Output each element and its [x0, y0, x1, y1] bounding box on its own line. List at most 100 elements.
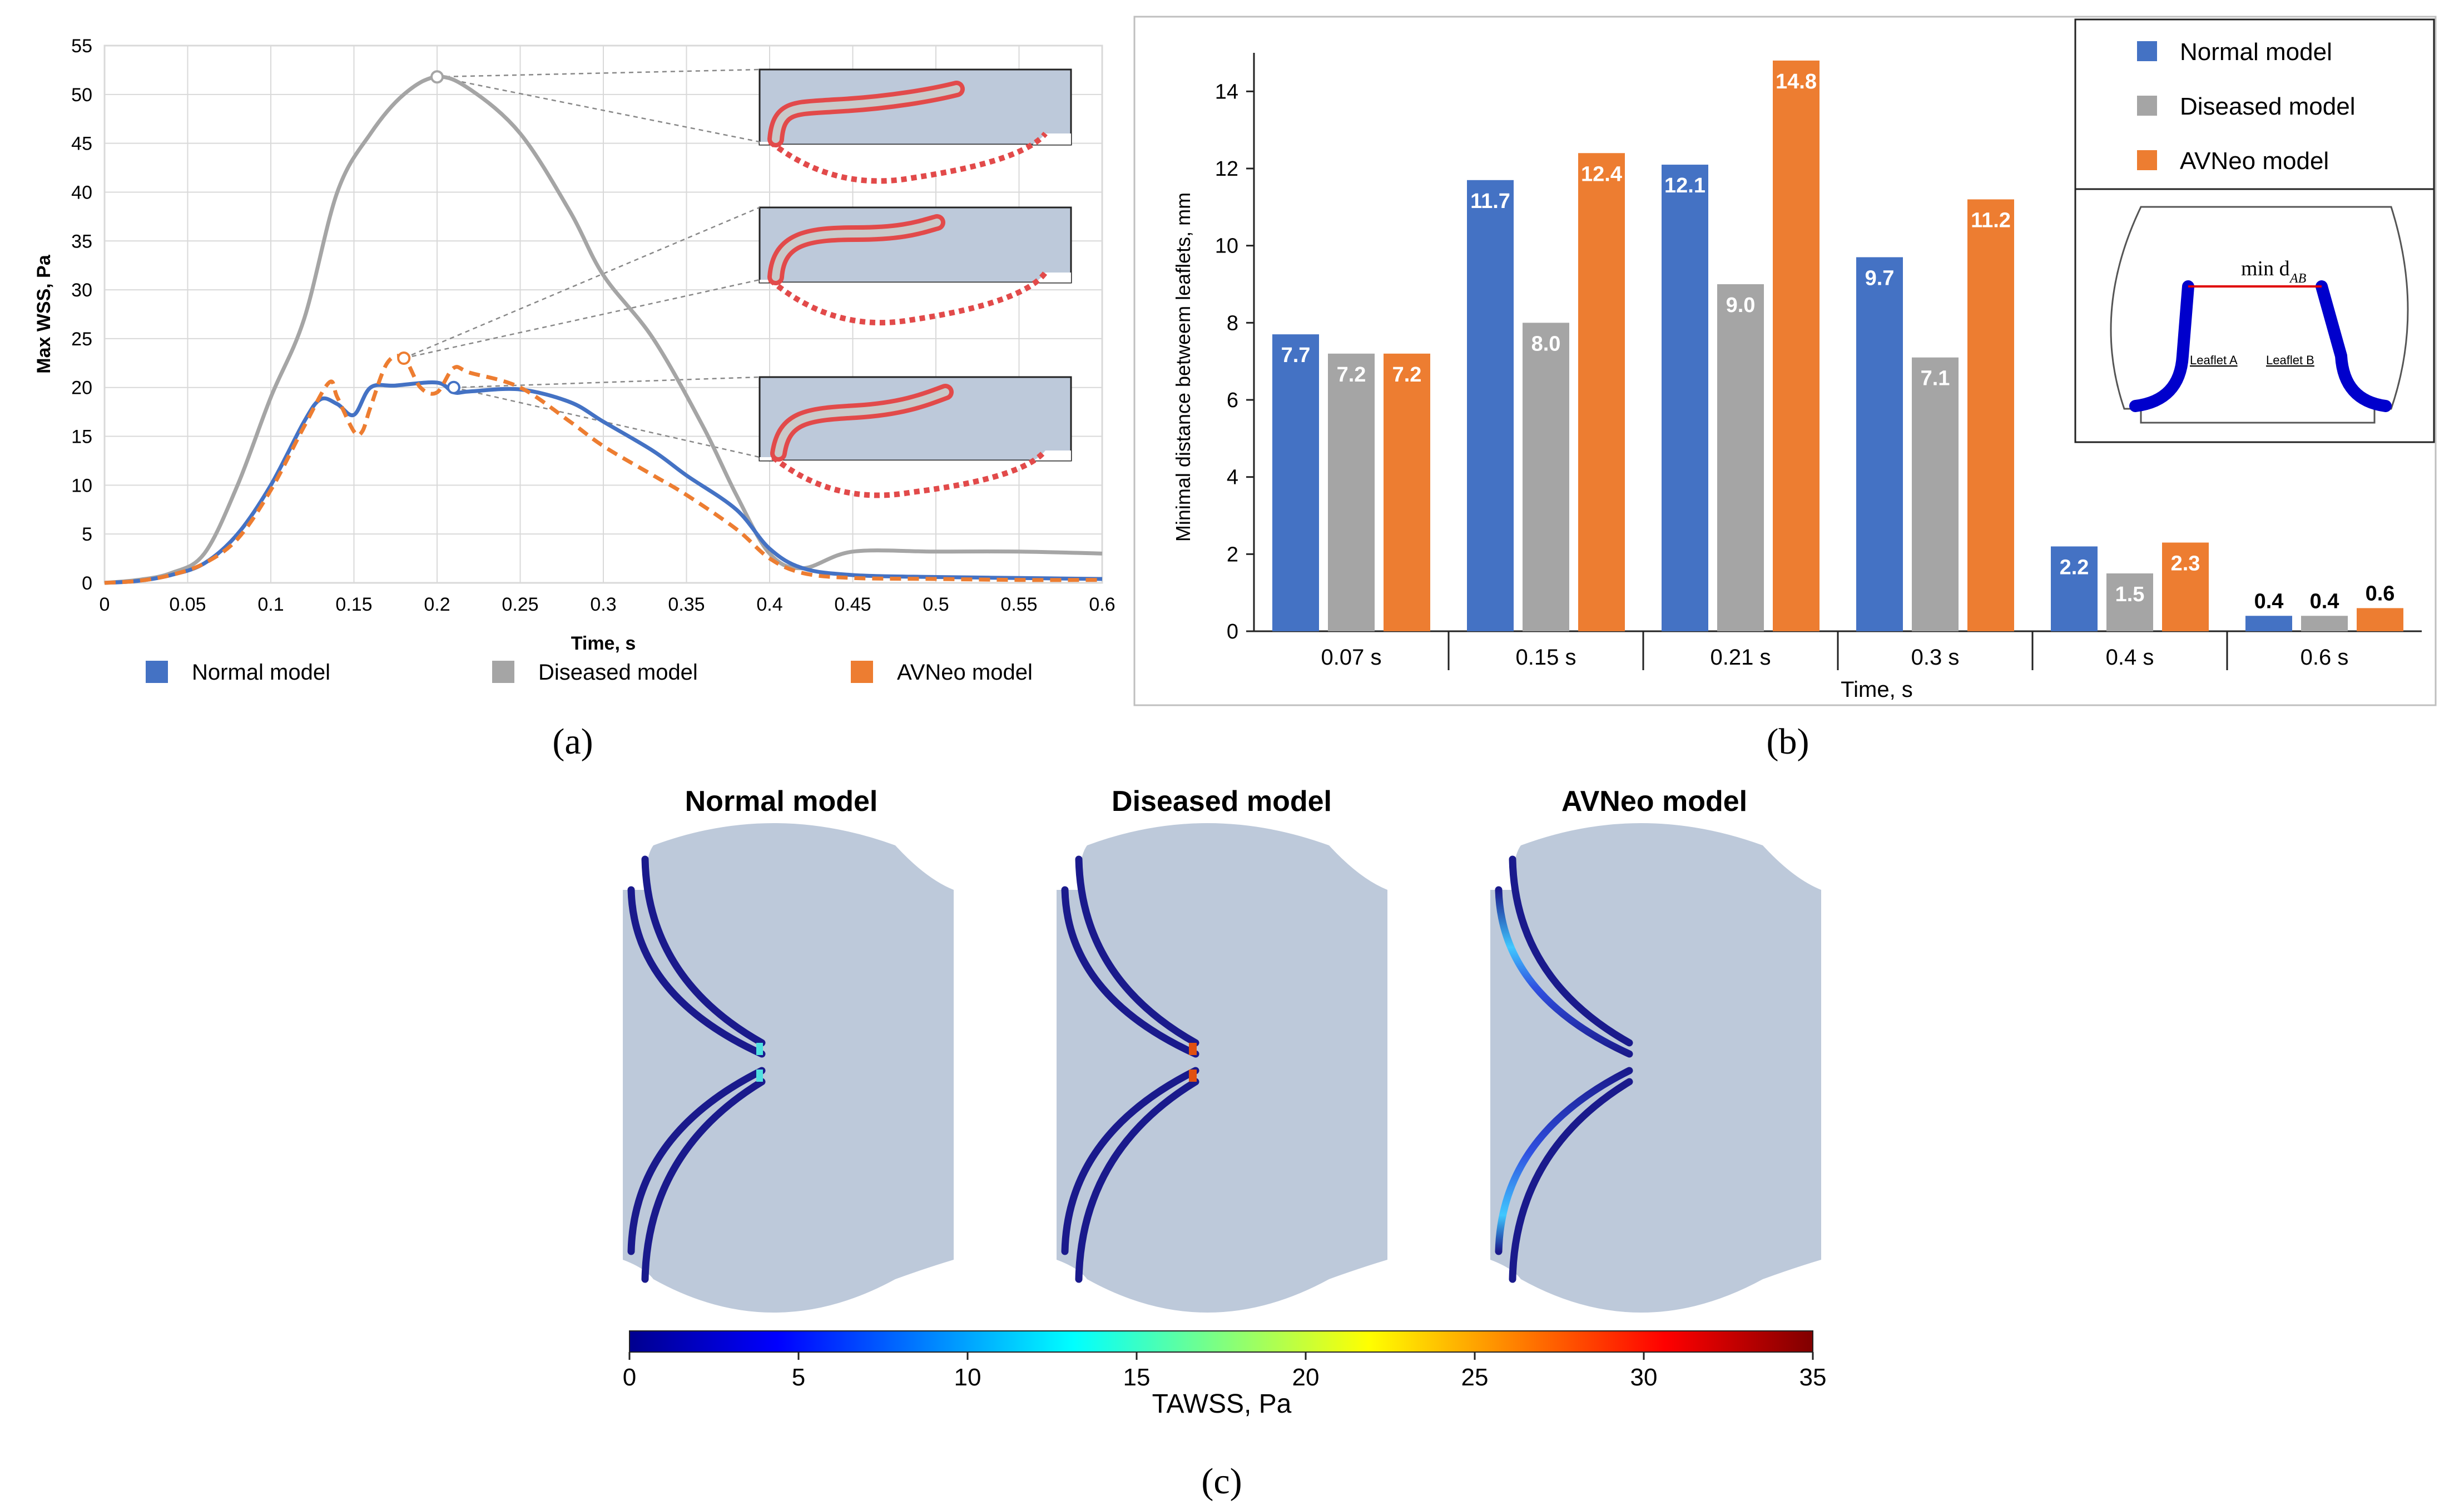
- x-tick-label-a: 0: [100, 594, 110, 615]
- bar-normal: [1662, 165, 1708, 632]
- legend-swatch-avneo: [851, 661, 873, 683]
- bar-avneo: [1578, 153, 1625, 631]
- series-line-diseased: [104, 75, 1103, 585]
- panel-c: Normal model Diseased model AVNeo model: [623, 785, 1827, 1502]
- bar-value-label: 0.6: [2366, 582, 2395, 605]
- x-axis-title-b: Time, s: [1841, 677, 1913, 702]
- category-label: 0.21 s: [1711, 645, 1771, 670]
- x-ticks-a: 0 0.05 0.1 0.15 0.2 0.25 0.3 0.35 0.4 0.45 0.5 0.55…: [100, 594, 1116, 615]
- y-axis-title-b: Minimal distance betweem leaflets, mm: [1172, 192, 1194, 542]
- bar-value-label: 9.0: [1726, 294, 1756, 317]
- colorbar-tick-label: 20: [1292, 1364, 1320, 1391]
- bar-value-label: 8.0: [1531, 332, 1561, 355]
- x-tick-label-a: 0.35: [668, 594, 705, 615]
- bar-value-label: 12.4: [1581, 162, 1622, 186]
- bar-value-label: 11.7: [1470, 190, 1510, 213]
- legend-a: Normal model Diseased model AVNeo model: [146, 660, 1033, 685]
- panel-label-a: (a): [552, 721, 593, 762]
- y-tick-label-b: 12: [1215, 157, 1238, 181]
- bar-normal: [1467, 180, 1514, 631]
- legend-label-diseased: Diseased model: [538, 660, 698, 685]
- connector-line: [437, 68, 760, 78]
- y-tick-label-a: 0: [82, 573, 92, 594]
- bar-normal: [1272, 334, 1319, 631]
- bar-avneo: [2357, 608, 2403, 631]
- bar-value-label: 1.5: [2115, 583, 2145, 606]
- y-tick-label-a: 55: [71, 36, 92, 57]
- x-tick-label-a: 0.55: [1000, 594, 1037, 615]
- bar-value-label: 0.4: [2254, 590, 2284, 613]
- legend-swatch-diseased: [492, 661, 514, 683]
- legend-label-avneo-b: AVNeo model: [2180, 147, 2329, 175]
- x-tick-label-a: 0.2: [424, 594, 450, 615]
- legend-swatch-normal-b: [2137, 41, 2157, 61]
- y-tick-label-b: 6: [1227, 389, 1238, 412]
- bar-value-label: 7.2: [1337, 363, 1366, 387]
- y-ticks-b: 0 2 4 6 8 10 12 14: [1215, 80, 1238, 643]
- snapshot-marker: [447, 380, 460, 394]
- category-label: 0.3 s: [1911, 645, 1960, 670]
- panel-b: 0 2 4 6 8 10 12 14 7.7 7.2 7.2 11.7 8.0 12.4 12.1 9.0 1…: [1133, 16, 2437, 762]
- bar-value-label: 9.7: [1865, 266, 1895, 290]
- inset-leaflet-snapshot-2: [758, 206, 1072, 326]
- y-ticks-a: 0 5 10 15 20 25 30 35 40 45 50 55: [71, 36, 92, 594]
- x-tick-label-a: 0.4: [756, 594, 782, 615]
- x-tick-label-a: 0.25: [502, 594, 538, 615]
- bar-normal: [1856, 257, 1903, 631]
- bar-value-label: 0.4: [2310, 590, 2339, 613]
- inset-leaflet-b-label: Leaflet B: [2266, 353, 2314, 367]
- panel-label-c: (c): [1201, 1461, 1242, 1502]
- colorbar-tick-label: 5: [792, 1364, 805, 1391]
- x-tick-label-a: 0.5: [923, 594, 949, 615]
- x-axis-title-a: Time, s: [571, 633, 636, 654]
- colorbar-tick-label: 15: [1123, 1364, 1151, 1391]
- y-tick-label-b: 0: [1227, 620, 1238, 643]
- category-label: 0.6 s: [2301, 645, 2349, 670]
- inset-connectors: [403, 68, 760, 458]
- category-labels-b: 0.07 s 0.15 s 0.21 s 0.3 s 0.4 s 0.6 s: [1321, 645, 2349, 670]
- legend-swatch-avneo-b: [2137, 150, 2157, 170]
- bar-value-label: 12.1: [1664, 174, 1706, 197]
- y-tick-label-a: 50: [71, 85, 92, 106]
- x-tick-label-a: 0.05: [169, 594, 206, 615]
- x-tick-label-a: 0.1: [257, 594, 284, 615]
- x-tick-label-a: 0.45: [834, 594, 871, 615]
- category-label: 0.4 s: [2106, 645, 2154, 670]
- legend-swatch-diseased-b: [2137, 96, 2157, 116]
- bar-diseased: [2106, 573, 2153, 631]
- snapshot-marker: [430, 70, 444, 84]
- bar-diseased: [2301, 616, 2348, 631]
- bar-diseased: [1717, 284, 1764, 631]
- bar-value-label: 2.3: [2171, 552, 2200, 576]
- axes-b: [1246, 53, 2422, 670]
- bar-avneo: [1384, 353, 1430, 631]
- bar-avneo: [2162, 542, 2209, 631]
- y-tick-label-b: 14: [1215, 80, 1238, 103]
- colorbar-tick-label: 35: [1799, 1364, 1827, 1391]
- connector-line: [403, 279, 760, 359]
- inset-leaflet-a-label: Leaflet A: [2190, 353, 2238, 367]
- bar-normal: [2245, 616, 2292, 631]
- bar-avneo: [1967, 199, 2014, 631]
- bar-diseased: [1523, 323, 1569, 631]
- panel-a: 0 5 10 15 20 25 30 35 40 45 50 55 0 0.05 0.1 0.15 0.2 0.…: [33, 36, 1116, 762]
- y-tick-label-a: 25: [71, 329, 92, 350]
- bar-value-label: 7.1: [1921, 367, 1950, 390]
- inset-formula: min d: [2241, 257, 2290, 280]
- connector-line: [453, 376, 760, 388]
- colorbar-tick-label: 0: [623, 1364, 636, 1391]
- legend-label-diseased-b: Diseased model: [2180, 93, 2356, 120]
- x-tick-label-a: 0.6: [1089, 594, 1115, 615]
- legend-label-avneo: AVNeo model: [897, 660, 1033, 685]
- series-a: [104, 75, 1103, 585]
- y-tick-label-a: 40: [71, 182, 92, 203]
- colorbar-tick-label: 10: [954, 1364, 981, 1391]
- y-tick-label-a: 20: [71, 378, 92, 399]
- model-title-normal: Normal model: [685, 785, 878, 818]
- bar-value-label: 7.2: [1392, 363, 1422, 387]
- model-title-diseased: Diseased model: [1112, 785, 1332, 818]
- y-tick-label-b: 2: [1227, 543, 1238, 566]
- bar-diseased: [1328, 353, 1375, 631]
- model-title-avneo: AVNeo model: [1561, 785, 1747, 818]
